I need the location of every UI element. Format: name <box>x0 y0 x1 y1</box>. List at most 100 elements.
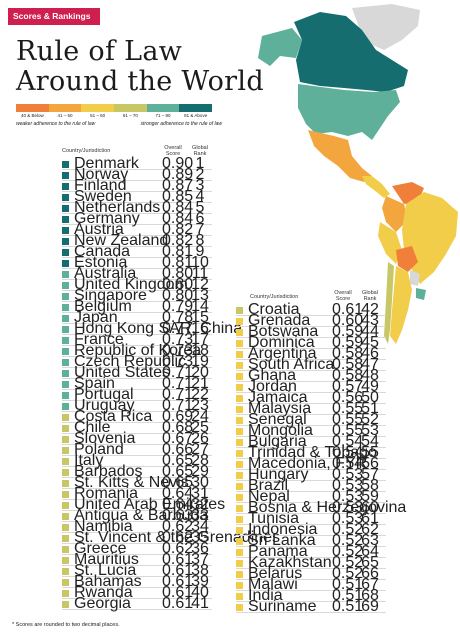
country-name: Bahamas <box>74 573 142 590</box>
global-rank: 61 <box>361 510 379 527</box>
table-row: Antigua & Barbuda 0.63 33 <box>62 507 212 524</box>
table-row: Ghana 0.58 48 <box>236 368 386 383</box>
country-name: Mongolia <box>248 422 313 439</box>
table-row: Spain 0.71 21 <box>62 375 212 392</box>
table-row: Grenada 0.60 43 <box>236 312 386 329</box>
score-swatch <box>62 457 69 465</box>
score-swatch <box>236 427 243 435</box>
table-row: Brazil 0.53 58 <box>236 477 386 494</box>
score-swatch <box>62 193 69 201</box>
map-mexico <box>308 130 372 182</box>
map-peru <box>378 222 402 264</box>
table-row: Croatia 0.61 42 <box>236 302 386 317</box>
table-row: Poland 0.66 27 <box>62 441 212 458</box>
table-row: India 0.51 68 <box>236 588 386 603</box>
score-swatch <box>62 347 69 355</box>
score-swatch <box>62 501 69 509</box>
score-swatch <box>62 424 69 432</box>
global-rank: 31 <box>191 485 209 502</box>
table-row: Slovenia 0.67 26 <box>62 431 212 446</box>
score-swatch <box>62 512 69 520</box>
table-row: Hong Kong SAR, China 0.77 16 <box>62 321 242 336</box>
country-name: Belgium <box>74 298 132 315</box>
table-row: South Africa 0.58 47 <box>236 356 386 373</box>
global-rank: 45 <box>361 334 379 351</box>
table-row: Chile 0.68 25 <box>62 419 212 436</box>
global-rank: 59 <box>361 488 379 505</box>
country-name: Spain <box>74 375 115 392</box>
overall-score: 0.51 <box>332 598 364 615</box>
score-swatch <box>236 526 243 534</box>
legend-swatch-6 <box>179 104 213 112</box>
global-rank: 14 <box>191 298 209 315</box>
score-swatch <box>62 303 69 311</box>
country-name: Macedonia, FYR <box>248 455 368 472</box>
country-name: Namibia <box>74 518 133 535</box>
country-name: Canada <box>74 243 131 260</box>
score-swatch <box>62 215 69 223</box>
score-swatch <box>236 317 243 325</box>
score-swatch <box>236 559 243 567</box>
score-swatch <box>62 435 69 443</box>
table-row: Malawi 0.51 67 <box>236 577 386 592</box>
score-swatch <box>236 350 243 358</box>
score-swatch <box>236 460 243 468</box>
score-swatch <box>236 603 243 611</box>
score-swatch <box>62 204 69 212</box>
table-row: Portugal 0.71 22 <box>62 387 212 402</box>
table-row: Senegal 0.55 52 <box>236 412 386 427</box>
score-swatch <box>62 248 69 256</box>
global-rank: 43 <box>361 312 379 329</box>
table-row: Argentina 0.58 46 <box>236 346 386 361</box>
country-name: Poland <box>74 441 124 458</box>
table-row: New Zealand 0.82 8 <box>62 233 212 248</box>
global-rank: 64 <box>361 543 379 560</box>
country-name: Chile <box>74 419 111 436</box>
table-row: Greece 0.62 36 <box>62 541 212 556</box>
table-row: Georgia 0.61 41 <box>62 595 212 612</box>
global-rank: 32 <box>191 496 209 513</box>
country-name: South Africa <box>248 356 335 373</box>
score-swatch <box>62 413 69 421</box>
country-name: Estonia <box>74 254 128 271</box>
table-row: France 0.73 17 <box>62 332 212 347</box>
global-rank: 55 <box>361 444 379 461</box>
global-rank: 18 <box>191 342 209 359</box>
score-swatch <box>62 292 69 300</box>
table-row: Uruguay 0.71 23 <box>62 398 212 413</box>
legend-swatch-3 <box>81 104 115 112</box>
right-header-country: Country/Jurisdiction <box>250 294 299 300</box>
global-rank: 33 <box>191 507 209 524</box>
country-name: Japan <box>74 309 118 326</box>
score-swatch <box>236 504 243 512</box>
map-central-america <box>362 176 390 198</box>
global-rank: 29 <box>191 463 209 480</box>
global-rank: 4 <box>195 188 205 205</box>
table-row: Norway 0.89 2 <box>62 167 212 182</box>
country-name: Bulgaria <box>248 433 307 450</box>
global-rank: 49 <box>361 378 379 395</box>
global-rank: 50 <box>361 389 379 406</box>
country-name: Brazil <box>248 477 289 494</box>
global-rank: 63 <box>361 532 379 549</box>
table-row: United States 0.71 20 <box>62 365 212 380</box>
table-row: St. Lucia 0.61 38 <box>62 563 212 578</box>
table-row: Bahamas 0.61 39 <box>62 573 212 590</box>
legend-color-bar <box>16 104 213 112</box>
country-name: Georgia <box>74 595 131 612</box>
legend-range-1: 40 & Below <box>20 113 44 118</box>
country-name: Botswana <box>248 323 319 340</box>
legend-weaker-label: weaker adherence to the rule of law <box>16 121 96 127</box>
score-swatch <box>62 237 69 245</box>
country-name: St. Vincent & the Grenadines <box>74 529 281 546</box>
score-swatch <box>236 570 243 578</box>
country-name: Tunisia <box>248 510 299 527</box>
country-name: Antigua & Barbuda <box>74 507 209 524</box>
table-row: Tunisia 0.53 61 <box>236 510 386 527</box>
table-row: Barbados 0.65 29 <box>62 463 212 480</box>
global-rank: 53 <box>361 422 379 439</box>
score-swatch <box>62 325 69 333</box>
global-rank: 5 <box>195 199 205 216</box>
global-rank: 57 <box>361 466 379 483</box>
global-rank: 62 <box>361 521 379 538</box>
